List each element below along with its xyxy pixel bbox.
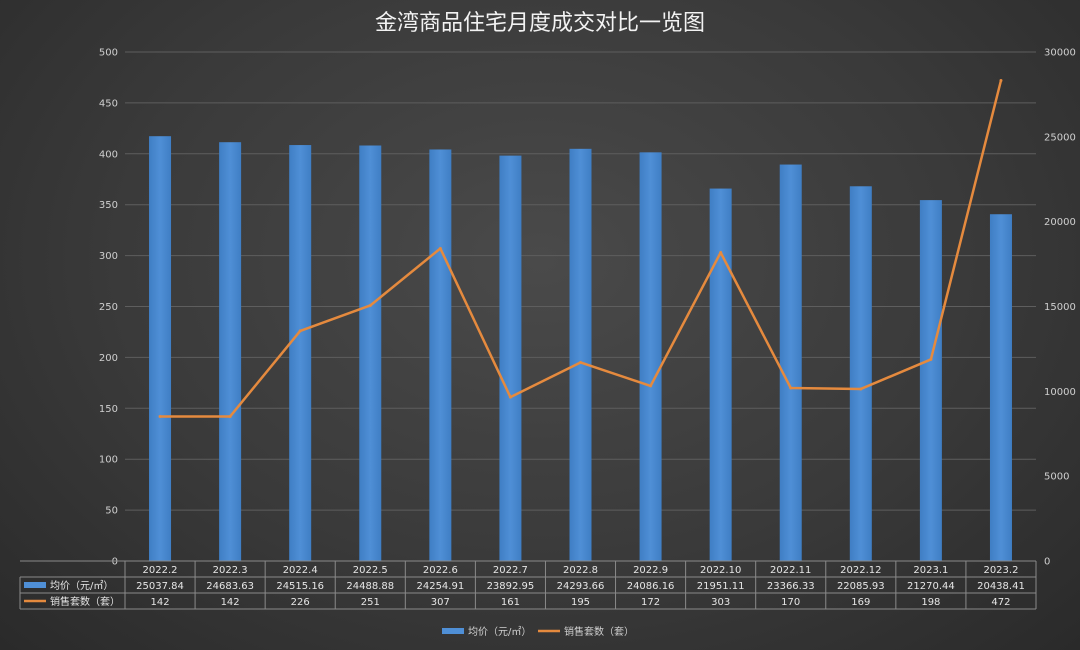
right-axis-ticks: 0 5000 10000 15000 20000 25000 30000 <box>1044 48 1076 568</box>
left-axis-ticks: 0 50 100 150 200 250 300 350 400 450 500 <box>99 48 118 568</box>
left-axis-tick-label: 300 <box>99 251 118 262</box>
right-axis-tick-label: 20000 <box>1044 217 1076 228</box>
table-series-name: 均价（元/㎡） <box>50 580 113 592</box>
data-label: 24254.91 <box>416 581 464 592</box>
bar-2022.11 <box>779 164 802 561</box>
line-point-2022.3 <box>228 414 232 418</box>
data-label: 303 <box>711 597 730 608</box>
category-label: 2022.2 <box>143 565 178 576</box>
left-axis-tick-label: 0 <box>112 557 118 568</box>
data-label: 169 <box>851 597 870 608</box>
left-axis-tick-label: 250 <box>99 302 118 313</box>
bar-series <box>149 136 1012 562</box>
data-label: 251 <box>361 597 380 608</box>
line-point-2022.8 <box>579 360 582 364</box>
right-axis-tick-label: 30000 <box>1044 48 1076 59</box>
table-series-name: 销售套数（套） <box>50 595 120 608</box>
category-label: 2023.1 <box>913 565 948 576</box>
line-point-2022.11 <box>789 386 793 390</box>
data-label: 20438.41 <box>977 581 1025 592</box>
line-point-2022.10 <box>719 251 723 255</box>
line-point-2022.5 <box>368 303 372 307</box>
category-label: 2022.11 <box>770 565 811 576</box>
bar-2022.3 <box>219 142 242 561</box>
right-axis-tick-label: 10000 <box>1044 387 1076 398</box>
line-point-2022.9 <box>649 384 653 388</box>
legend-label: 均价（元/㎡） <box>468 626 531 638</box>
category-label: 2022.12 <box>840 565 881 576</box>
line-point-2022.2 <box>158 414 162 418</box>
left-axis-tick-label: 350 <box>99 200 118 211</box>
data-label: 23366.33 <box>767 581 815 592</box>
right-axis-tick-label: 25000 <box>1044 132 1076 143</box>
left-axis-tick-label: 150 <box>99 404 118 415</box>
line-point-2022.7 <box>508 395 512 399</box>
left-axis-tick-label: 450 <box>99 98 118 109</box>
left-axis-tick-label: 500 <box>99 48 118 59</box>
category-label: 2022.7 <box>493 565 528 576</box>
data-label: 226 <box>291 597 310 608</box>
bar-2022.7 <box>499 155 522 562</box>
bar-2022.6 <box>429 149 452 561</box>
right-axis-tick-label: 0 <box>1044 557 1050 568</box>
legend-label: 销售套数（套） <box>564 625 634 638</box>
line-point-2022.12 <box>859 387 863 391</box>
bar-2022.4 <box>289 145 312 561</box>
data-label: 172 <box>641 597 660 608</box>
category-label: 2022.6 <box>423 565 458 576</box>
category-label: 2022.4 <box>283 565 318 576</box>
data-label: 22085.93 <box>837 581 885 592</box>
bar-2023.1 <box>919 200 942 561</box>
category-label: 2022.3 <box>213 565 248 576</box>
data-label: 24515.16 <box>276 581 324 592</box>
left-axis-tick-label: 100 <box>99 455 118 466</box>
table-key-bar <box>24 582 46 588</box>
legend: 均价（元/㎡） 销售套数（套） <box>442 625 634 638</box>
right-axis-tick-label: 5000 <box>1044 472 1069 483</box>
data-label: 142 <box>221 597 240 608</box>
data-label: 170 <box>781 597 800 608</box>
bar-2022.8 <box>569 148 592 561</box>
left-axis-tick-label: 200 <box>99 353 118 364</box>
line-point-2022.4 <box>298 329 302 333</box>
category-label: 2022.9 <box>633 565 668 576</box>
right-axis-tick-label: 15000 <box>1044 302 1076 313</box>
data-label: 161 <box>501 597 520 608</box>
data-label: 198 <box>921 597 940 608</box>
legend-key-bar <box>442 628 464 634</box>
data-label: 21270.44 <box>907 581 955 592</box>
data-label: 307 <box>431 597 450 608</box>
chart-title: 金湾商品住宅月度成交对比一览图 <box>375 11 705 36</box>
data-label: 472 <box>991 597 1010 608</box>
category-label: 2023.2 <box>983 565 1018 576</box>
category-label: 2022.8 <box>563 565 598 576</box>
data-table: 2022.2 2022.3 2022.4 2022.5 2022.6 2022.7 2022… <box>19 560 1037 610</box>
data-label: 24683.63 <box>206 581 254 592</box>
data-label: 25037.84 <box>136 581 184 592</box>
data-label: 142 <box>150 597 169 608</box>
category-label: 2022.10 <box>700 565 741 576</box>
bar-2022.9 <box>639 152 662 562</box>
line-series <box>158 79 1003 418</box>
data-label: 21951.11 <box>697 581 745 592</box>
left-axis-tick-label: 400 <box>99 149 118 160</box>
line-point-2023.2 <box>999 79 1003 83</box>
line-point-2023.1 <box>929 357 933 361</box>
bar-2022.10 <box>709 188 732 561</box>
bar-2022.2 <box>149 136 172 561</box>
data-label: 23892.95 <box>487 581 535 592</box>
data-label: 24086.16 <box>627 581 675 592</box>
bar-2022.12 <box>849 186 872 561</box>
bar-2023.2 <box>989 214 1012 561</box>
category-label: 2022.5 <box>353 565 388 576</box>
data-label: 24293.66 <box>557 581 605 592</box>
data-label: 195 <box>571 597 590 608</box>
data-label: 24488.88 <box>346 581 394 592</box>
left-axis-tick-label: 50 <box>105 506 118 517</box>
bar-2022.5 <box>359 145 382 561</box>
line-point-2022.6 <box>438 246 442 250</box>
